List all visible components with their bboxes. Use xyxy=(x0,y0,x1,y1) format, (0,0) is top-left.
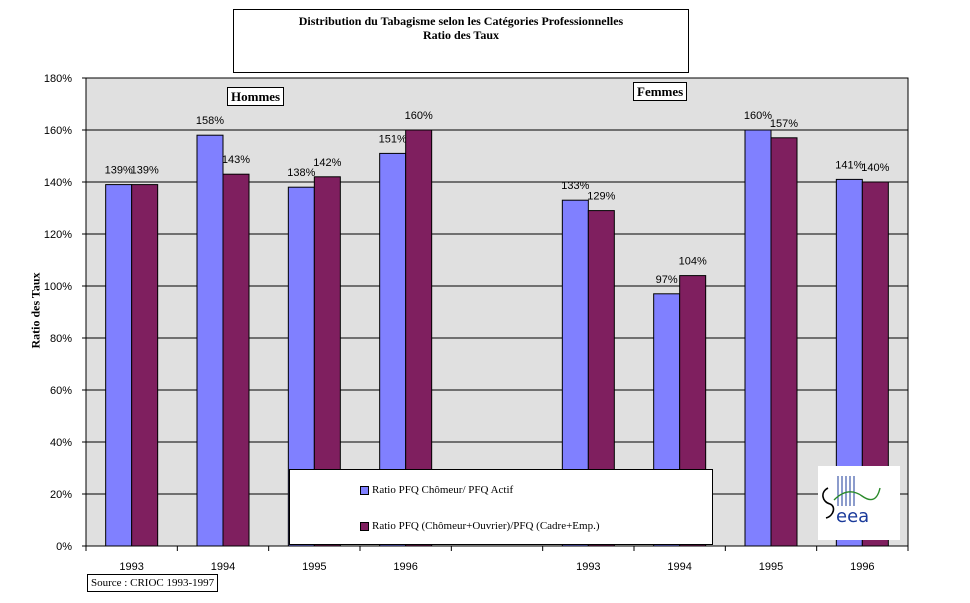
y-tick-label: 40% xyxy=(50,437,72,449)
x-tick-label: 1994 xyxy=(211,561,235,573)
y-tick-label: 0% xyxy=(56,541,72,553)
data-label-series-1: 97% xyxy=(656,274,678,286)
y-tick-label: 180% xyxy=(44,73,72,85)
logo-mark: eea xyxy=(822,476,881,527)
y-tick-label: 60% xyxy=(50,385,72,397)
chart-title: Distribution du Tabagisme selon les Caté… xyxy=(298,14,624,28)
y-tick-label: 120% xyxy=(44,229,72,241)
data-label-series-2: 142% xyxy=(313,157,341,169)
x-tick-label: 1995 xyxy=(302,561,326,573)
data-label-series-1: 158% xyxy=(196,115,224,127)
legend-swatch-series-2 xyxy=(360,521,369,531)
data-label-series-1: 133% xyxy=(561,180,589,192)
x-tick-label: 1995 xyxy=(759,561,783,573)
bar-series-2 xyxy=(770,137,798,547)
legend-label-series-2: Ratio PFQ (Chômeur+Ouvrier)/PFQ (Cadre+E… xyxy=(372,520,600,532)
legend-item-series-2: Ratio PFQ (Chômeur+Ouvrier)/PFQ (Cadre+E… xyxy=(360,520,600,532)
bar-series-2 xyxy=(222,173,250,547)
group-label-hommes: Hommes xyxy=(227,87,285,106)
legend: Ratio PFQ Chômeur/ PFQ Actif Ratio PFQ (… xyxy=(289,469,713,545)
y-tick-label: 80% xyxy=(50,333,72,345)
y-tick-label: 100% xyxy=(44,281,72,293)
data-label-series-1: 138% xyxy=(287,167,315,179)
group-label-femmes: Femmes xyxy=(633,82,688,101)
bar-series-1 xyxy=(105,184,133,547)
x-tick-label: 1994 xyxy=(667,561,691,573)
chart-title-box: Distribution du Tabagisme selon les Caté… xyxy=(233,9,689,73)
svg-text:eea: eea xyxy=(836,506,869,527)
legend-label-series-1: Ratio PFQ Chômeur/ PFQ Actif xyxy=(372,484,514,496)
data-label-series-2: 143% xyxy=(222,154,250,166)
data-label-series-2: 157% xyxy=(770,118,798,130)
data-label-series-1: 139% xyxy=(105,165,133,177)
data-label-series-2: 104% xyxy=(679,256,707,268)
y-tick-label: 20% xyxy=(50,489,72,501)
data-label-series-2: 129% xyxy=(587,191,615,203)
data-label-series-2: 160% xyxy=(405,110,433,122)
crioc-logo: eea xyxy=(818,466,900,540)
y-tick-label: 140% xyxy=(44,177,72,189)
x-tick-label: 1993 xyxy=(576,561,600,573)
data-label-series-1: 160% xyxy=(744,110,772,122)
x-tick-label: 1996 xyxy=(393,561,417,573)
data-label-series-2: 139% xyxy=(131,165,159,177)
chart-subtitle: Ratio des Taux xyxy=(422,28,500,42)
legend-item-series-1: Ratio PFQ Chômeur/ PFQ Actif xyxy=(360,484,513,496)
source-note: Source : CRIOC 1993-1997 xyxy=(87,574,219,592)
y-tick-label: 160% xyxy=(44,125,72,137)
bar-series-1 xyxy=(196,134,224,547)
data-label-series-2: 140% xyxy=(861,162,889,174)
y-axis-label: Ratio des Taux xyxy=(28,272,43,349)
data-label-series-1: 141% xyxy=(835,159,863,171)
bar-series-2 xyxy=(131,184,159,547)
x-tick-label: 1996 xyxy=(850,561,874,573)
bar-series-1 xyxy=(744,129,772,547)
legend-swatch-series-1 xyxy=(360,485,369,495)
data-label-series-1: 151% xyxy=(379,133,407,145)
x-tick-label: 1993 xyxy=(119,561,143,573)
